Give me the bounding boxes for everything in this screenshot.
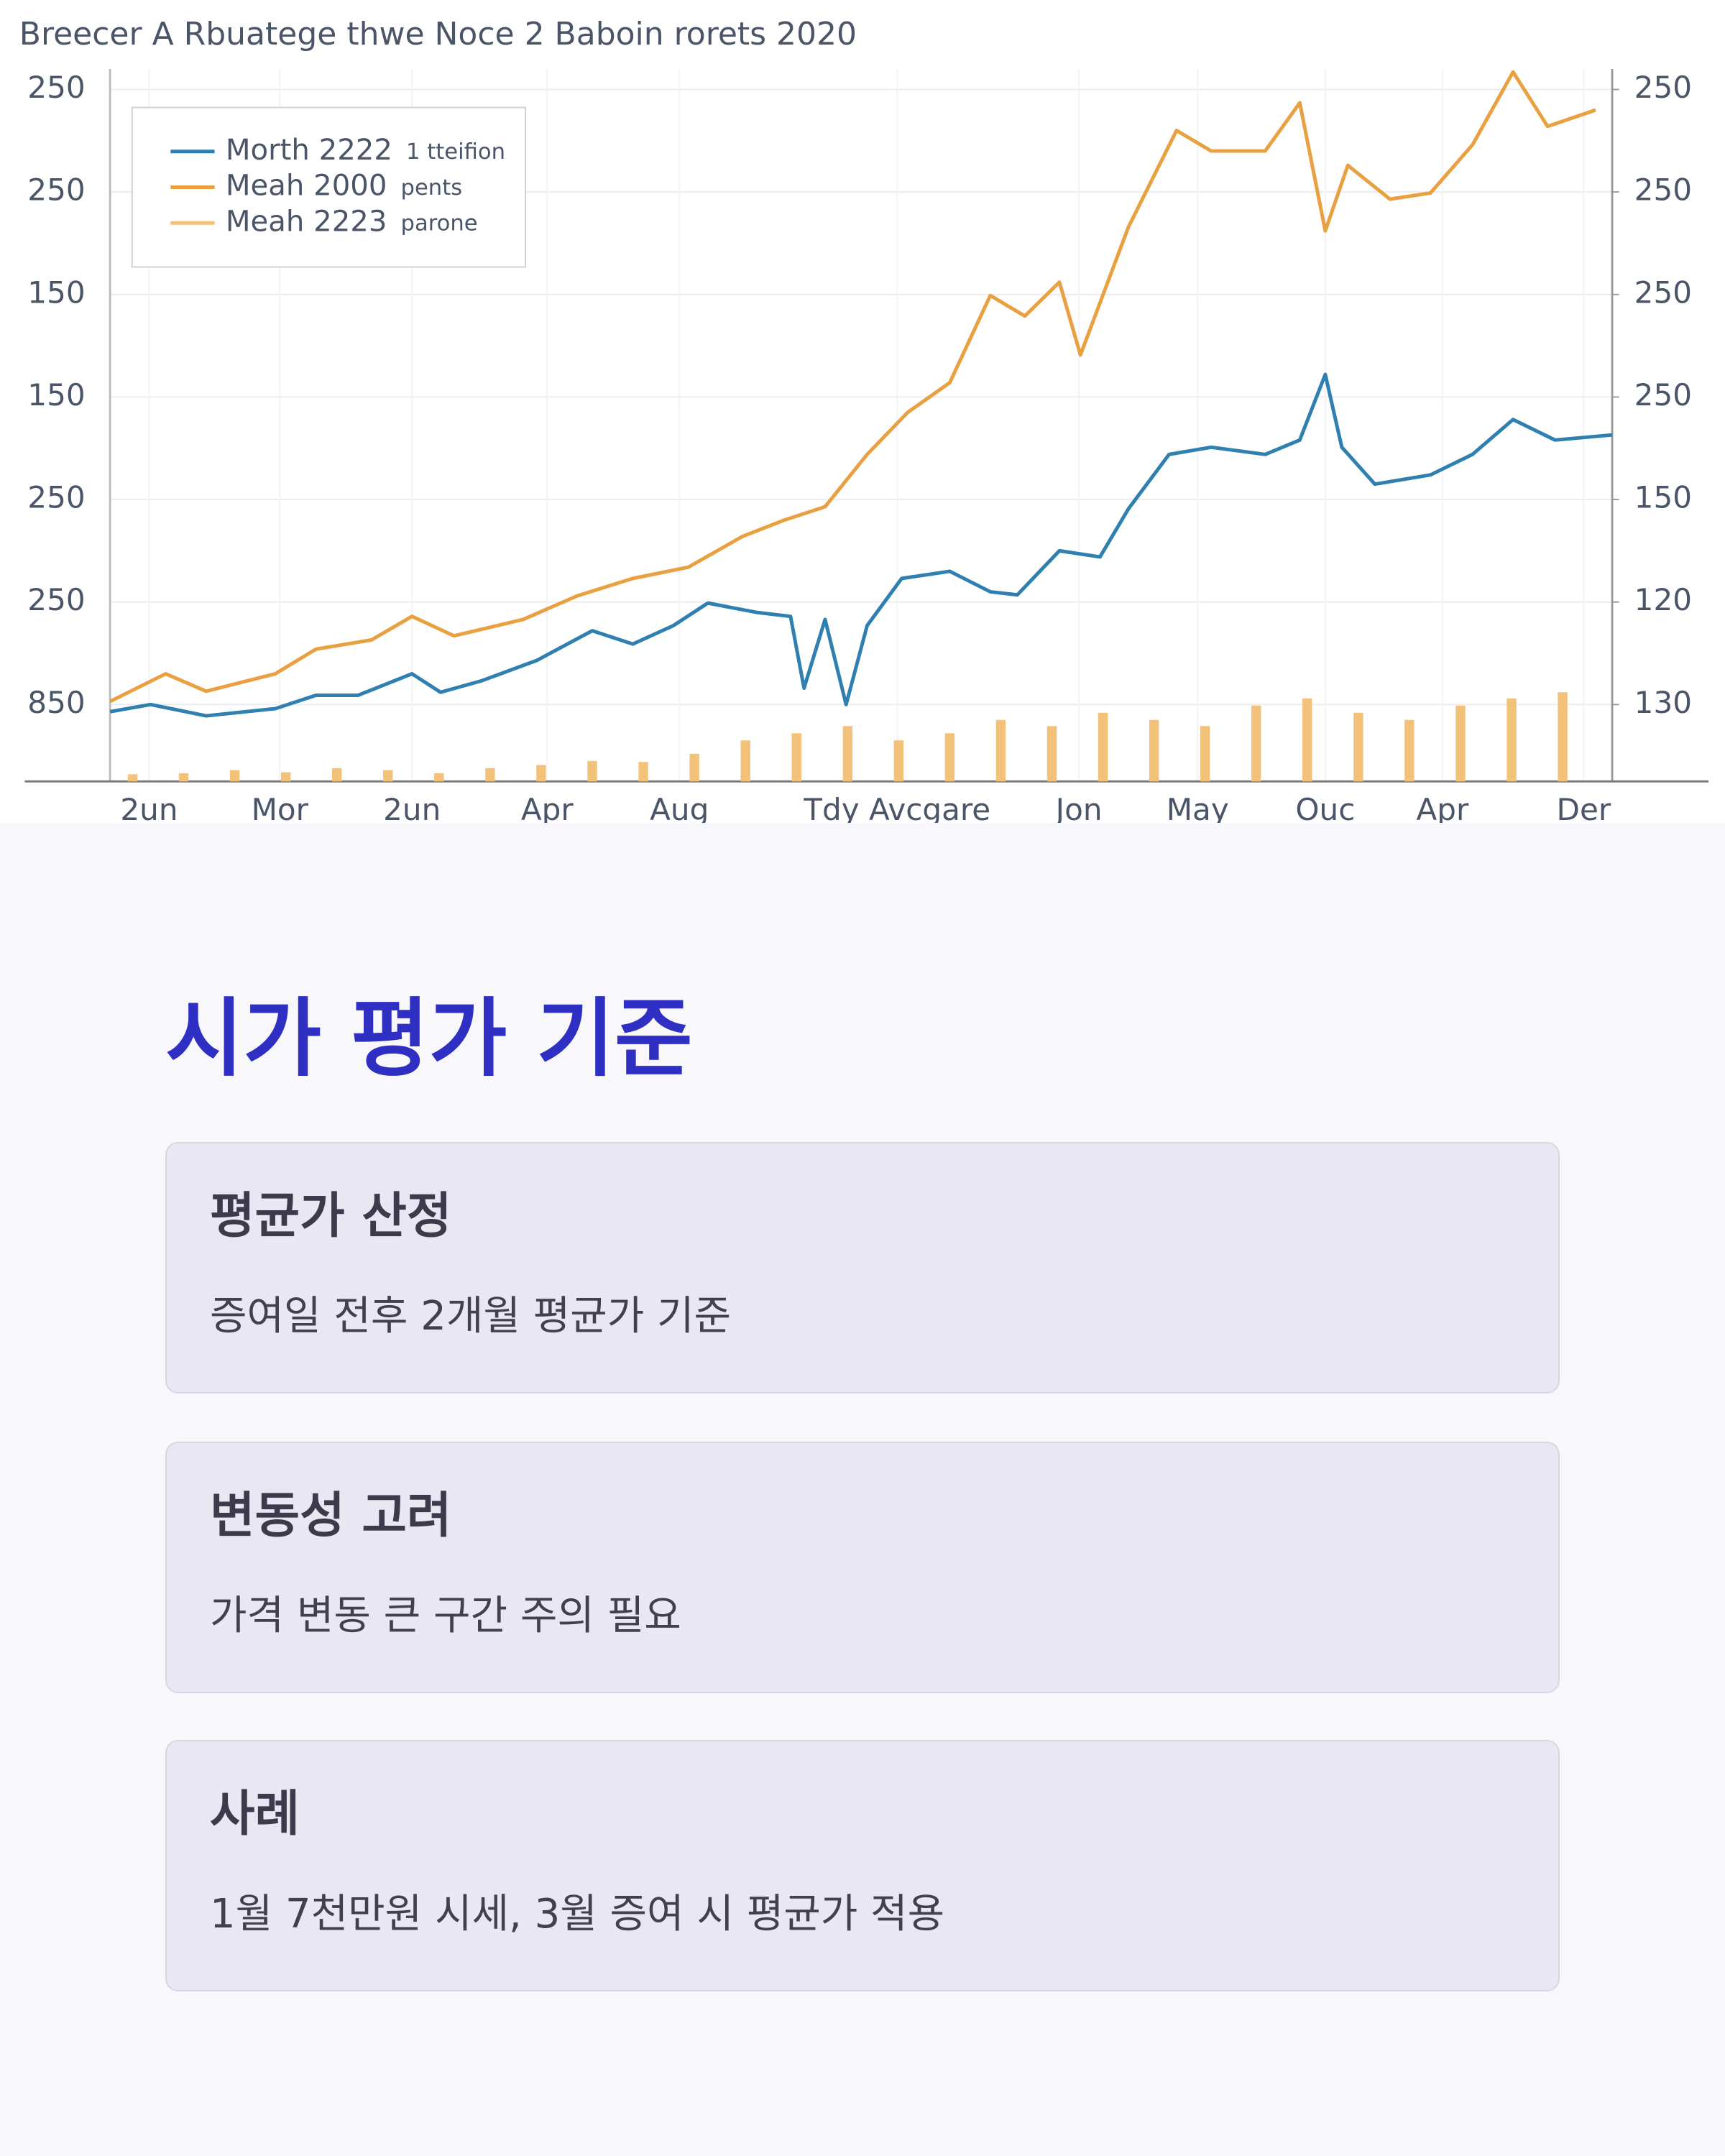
bar	[229, 770, 240, 782]
bar	[536, 765, 546, 782]
bar	[791, 733, 801, 782]
card-text: 1월 7천만원 시세, 3월 증여 시 평균가 적용	[210, 1891, 945, 1938]
bar	[1353, 712, 1363, 782]
line	[109, 372, 1613, 718]
x-tick-label: 2un	[120, 792, 178, 823]
bar	[842, 726, 852, 782]
y-tick-label: 850	[27, 685, 85, 720]
card: 사례 1월 7천만원 시세, 3월 증여 시 평균가 적용	[165, 1740, 1560, 1991]
bar	[587, 760, 597, 782]
bar	[1098, 712, 1108, 782]
y2-tick-label: 250	[1634, 275, 1692, 310]
bar	[638, 762, 648, 782]
bar	[1455, 705, 1466, 782]
heading: 시가 평가 기준	[165, 989, 693, 1088]
legend-label: Morth 2222	[226, 134, 392, 167]
bar	[280, 772, 291, 782]
x-tick-label: Jon	[1054, 792, 1103, 823]
bar	[689, 753, 699, 782]
bar	[1149, 719, 1159, 782]
y-tick-label: 150	[27, 275, 85, 310]
y2-tick-label: 120	[1634, 582, 1692, 617]
bar	[485, 768, 495, 782]
card-title: 변동성 고려	[210, 1488, 452, 1544]
bar	[1558, 692, 1568, 782]
card-title: 평균가 산정	[210, 1188, 452, 1245]
card: 변동성 고려 가격 변동 큰 구간 주의 필요	[165, 1442, 1560, 1693]
y2-tick-label: 250	[1634, 70, 1692, 105]
bar	[1251, 705, 1261, 782]
bar	[1404, 719, 1414, 782]
y2-tick-label: 150	[1634, 480, 1692, 515]
bar	[995, 719, 1006, 782]
y2-tick-label: 250	[1634, 377, 1692, 413]
card: 평균가 산정 증여일 전후 2개월 평균가 기준	[165, 1142, 1560, 1393]
y-tick-label: 250	[27, 582, 85, 617]
x-tick-label: Apr	[521, 792, 574, 823]
x-tick-label: Aug	[650, 792, 709, 823]
bar	[740, 740, 750, 782]
y-tick-label: 250	[27, 172, 85, 208]
card-text: 가격 변동 큰 구간 주의 필요	[210, 1593, 681, 1639]
bar	[331, 768, 342, 782]
y2-tick-label: 250	[1634, 172, 1692, 208]
card-text: 증여일 전후 2개월 평균가 기준	[210, 1293, 732, 1340]
x-tick-label: May	[1167, 792, 1229, 823]
legend-note: pents	[401, 175, 463, 201]
legend-label: Meah 2223	[226, 205, 387, 238]
bar	[434, 773, 444, 782]
bar	[178, 773, 189, 782]
y-tick-label: 150	[27, 377, 85, 413]
y-tick-label: 250	[27, 70, 85, 105]
bar	[1200, 726, 1210, 782]
bar	[1302, 698, 1312, 782]
x-tick-label: Ouc	[1295, 792, 1355, 823]
x-tick-label: Apr	[1416, 792, 1469, 823]
legend-label: Meah 2000	[226, 170, 387, 203]
x-tick-label: Mor	[252, 792, 309, 823]
x-tick-label: 2un	[383, 792, 441, 823]
bar	[383, 770, 393, 782]
card-title: 사례	[210, 1786, 300, 1843]
chart-title: Breecer A Rbuatege thwe Noce 2 Baboin ro…	[19, 16, 857, 52]
x-tick-label: Der	[1557, 792, 1611, 823]
bar	[944, 733, 955, 782]
chart: Breecer A Rbuatege thwe Noce 2 Baboin ro…	[0, 0, 1725, 823]
legend-note: parone	[401, 211, 478, 236]
y-tick-label: 250	[27, 480, 85, 515]
bar	[127, 774, 138, 782]
legend-note: 1 tteifion	[406, 139, 505, 165]
x-tick-label: Tdy Avcgare	[803, 792, 990, 823]
bar	[893, 740, 904, 782]
y2-tick-label: 130	[1634, 685, 1692, 720]
line	[109, 70, 1596, 704]
bar	[1046, 726, 1057, 782]
bar	[1506, 698, 1517, 782]
